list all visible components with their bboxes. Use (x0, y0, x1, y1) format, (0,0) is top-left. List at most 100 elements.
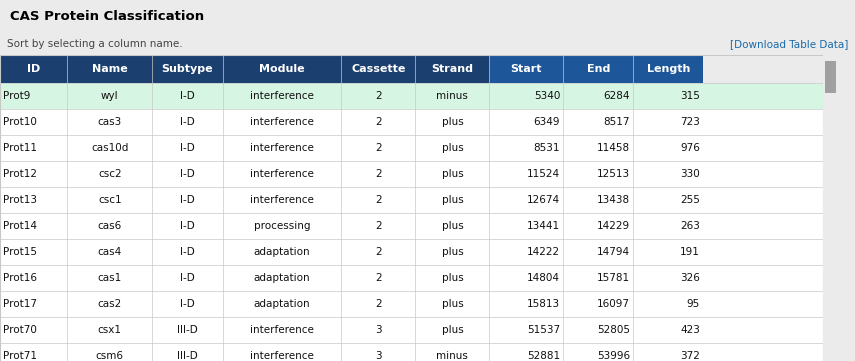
Text: 15781: 15781 (597, 273, 630, 283)
Text: 5340: 5340 (534, 91, 560, 101)
Text: I-D: I-D (180, 91, 195, 101)
Text: interference: interference (251, 117, 314, 127)
Text: plus: plus (441, 299, 463, 309)
Bar (0, 135, 823, 161)
Text: interference: interference (251, 195, 314, 205)
Text: adaptation: adaptation (254, 247, 310, 257)
Text: 2: 2 (375, 247, 381, 257)
Text: csm6: csm6 (96, 351, 124, 361)
Text: Cassette: Cassette (351, 64, 405, 74)
Text: 14222: 14222 (527, 247, 560, 257)
Text: csc1: csc1 (98, 195, 121, 205)
Bar (0, 187, 823, 213)
Text: 2: 2 (375, 143, 381, 153)
Text: 52881: 52881 (527, 351, 560, 361)
Text: plus: plus (441, 273, 463, 283)
Text: CAS Protein Classification: CAS Protein Classification (10, 10, 204, 23)
Bar (416, 55, 489, 83)
Text: interference: interference (251, 325, 314, 335)
Text: III-D: III-D (177, 325, 198, 335)
Text: Name: Name (92, 64, 127, 74)
Text: cas4: cas4 (97, 247, 122, 257)
Text: adaptation: adaptation (254, 273, 310, 283)
Text: I-D: I-D (180, 247, 195, 257)
Text: 51537: 51537 (527, 325, 560, 335)
Text: processing: processing (254, 221, 310, 231)
Text: 2: 2 (375, 91, 381, 101)
Text: III-D: III-D (177, 351, 198, 361)
Text: 12513: 12513 (597, 169, 630, 179)
Text: 14229: 14229 (597, 221, 630, 231)
Bar (0, 83, 823, 109)
Text: 16097: 16097 (597, 299, 630, 309)
Text: 3: 3 (375, 325, 381, 335)
Text: 315: 315 (680, 91, 700, 101)
Text: plus: plus (441, 325, 463, 335)
Text: 2: 2 (375, 117, 381, 127)
Text: plus: plus (441, 169, 463, 179)
Text: 8517: 8517 (604, 117, 630, 127)
Text: I-D: I-D (180, 221, 195, 231)
Text: cas3: cas3 (97, 117, 122, 127)
Text: interference: interference (251, 169, 314, 179)
Text: I-D: I-D (180, 143, 195, 153)
Text: 255: 255 (680, 195, 700, 205)
Text: 15813: 15813 (527, 299, 560, 309)
Bar (0, 213, 823, 239)
Bar (0, 291, 823, 317)
Bar (825, 61, 835, 93)
Text: Subtype: Subtype (162, 64, 214, 74)
Text: Prot9: Prot9 (3, 91, 31, 101)
Text: 8531: 8531 (534, 143, 560, 153)
Text: cas10d: cas10d (91, 143, 128, 153)
Text: 2: 2 (375, 169, 381, 179)
Text: cas2: cas2 (97, 299, 122, 309)
Text: ID: ID (27, 64, 40, 74)
Text: Prot16: Prot16 (3, 273, 38, 283)
Text: I-D: I-D (180, 195, 195, 205)
Text: cas1: cas1 (97, 273, 122, 283)
Text: Length: Length (646, 64, 690, 74)
Text: plus: plus (441, 247, 463, 257)
Text: Prot13: Prot13 (3, 195, 38, 205)
Text: I-D: I-D (180, 273, 195, 283)
Text: 11524: 11524 (527, 169, 560, 179)
Text: adaptation: adaptation (254, 299, 310, 309)
Text: 2: 2 (375, 299, 381, 309)
Text: minus: minus (436, 91, 469, 101)
Text: 2: 2 (375, 195, 381, 205)
Bar (634, 55, 704, 83)
Text: plus: plus (441, 143, 463, 153)
Text: Start: Start (510, 64, 542, 74)
Text: minus: minus (436, 351, 469, 361)
Text: 12674: 12674 (527, 195, 560, 205)
Text: Prot12: Prot12 (3, 169, 38, 179)
Text: plus: plus (441, 221, 463, 231)
Text: I-D: I-D (180, 169, 195, 179)
Text: interference: interference (251, 351, 314, 361)
Text: Prot14: Prot14 (3, 221, 38, 231)
Text: plus: plus (441, 117, 463, 127)
Text: wyl: wyl (101, 91, 119, 101)
Text: 191: 191 (680, 247, 700, 257)
Text: 263: 263 (680, 221, 700, 231)
Bar (0, 343, 823, 361)
Text: 13441: 13441 (527, 221, 560, 231)
Text: Prot10: Prot10 (3, 117, 37, 127)
Bar (0, 161, 823, 187)
Text: Prot17: Prot17 (3, 299, 38, 309)
Text: csx1: csx1 (97, 325, 121, 335)
Text: End: End (587, 64, 610, 74)
Text: 976: 976 (680, 143, 700, 153)
Text: 723: 723 (680, 117, 700, 127)
Text: 6284: 6284 (604, 91, 630, 101)
Text: 372: 372 (680, 351, 700, 361)
Text: 95: 95 (687, 299, 700, 309)
Text: Strand: Strand (432, 64, 474, 74)
Text: 2: 2 (375, 221, 381, 231)
Bar (152, 55, 223, 83)
Text: 53996: 53996 (597, 351, 630, 361)
Bar (0, 55, 68, 83)
Text: interference: interference (251, 143, 314, 153)
Text: 2: 2 (375, 273, 381, 283)
